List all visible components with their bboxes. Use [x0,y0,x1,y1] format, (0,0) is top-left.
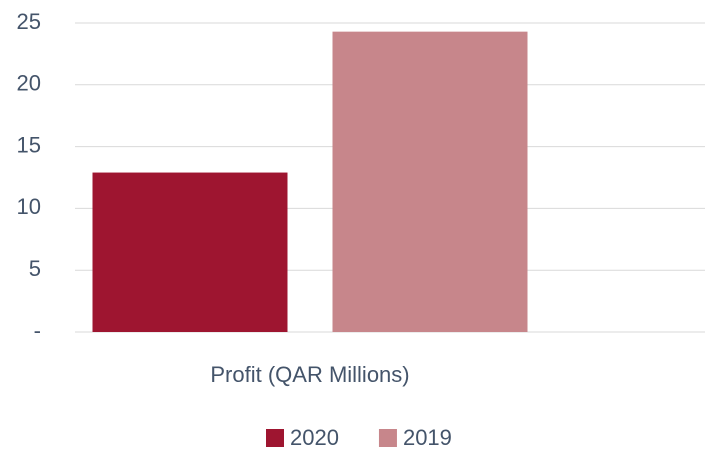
legend-label: 2020 [290,425,339,450]
legend-swatch [266,429,284,447]
bar [92,172,288,332]
y-tick-label: 15 [17,132,41,157]
bar [332,31,528,332]
y-tick-label: - [34,318,41,343]
y-tick-label: 10 [17,194,41,219]
y-tick-label: 25 [17,9,41,34]
legend-swatch [378,429,397,447]
x-tick-label: Profit (QAR Millions) [210,362,409,387]
y-tick-label: 5 [29,256,41,281]
legend-label: 2019 [403,425,452,450]
y-tick-label: 20 [17,71,41,96]
